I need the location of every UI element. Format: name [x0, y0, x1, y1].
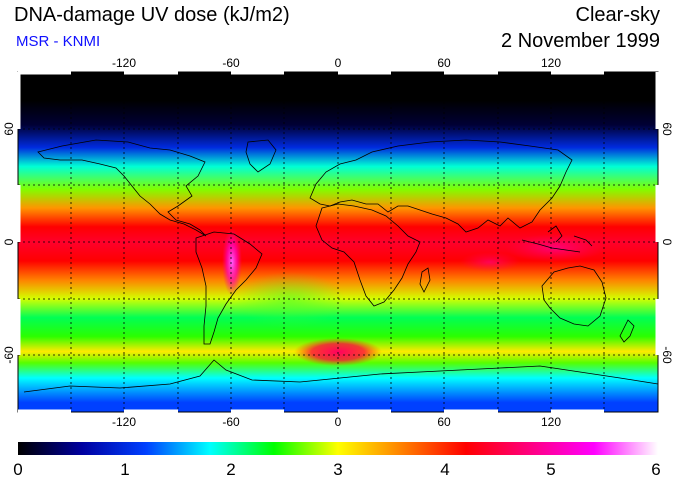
south-atlantic-green-tongue [235, 272, 345, 328]
coast-madagascar [419, 267, 431, 293]
lat-label-left: -60 [2, 346, 16, 364]
date-label: 2 November 1999 [501, 30, 660, 52]
colorbar [18, 442, 658, 455]
coast-north-america [37, 139, 207, 237]
coast-indonesia [521, 225, 593, 253]
map-title: DNA-damage UV dose (kJ/m2) [14, 4, 290, 26]
coast-africa [315, 203, 421, 307]
indian-ocean-hotspot [460, 252, 520, 272]
coast-new-zealand [619, 319, 635, 343]
lon-label-bottom: -120 [112, 415, 136, 429]
lon-label-bottom: 120 [541, 415, 561, 429]
colorbar-label: 1 [120, 460, 129, 479]
coast-eurasia [309, 139, 573, 233]
lon-label-top: 0 [335, 56, 342, 70]
lon-label-bottom: 60 [437, 415, 451, 429]
lat-label-right: 0 [660, 239, 674, 246]
lon-label-top: 120 [541, 56, 561, 70]
colorbar-label: 4 [440, 460, 449, 479]
colorbar-label: 5 [546, 460, 555, 479]
lat-label-right: 60 [660, 122, 674, 136]
frame-ticks [17, 71, 659, 413]
lat-label-right: -60 [660, 346, 674, 364]
lat-label-left: 60 [2, 122, 16, 136]
coast-south-america [195, 231, 263, 345]
colorbar-label: 0 [13, 460, 22, 479]
lon-label-bottom: -60 [222, 415, 240, 429]
colorbar-label: 6 [651, 460, 660, 479]
lon-label-bottom: 0 [335, 415, 342, 429]
graticule [18, 72, 658, 412]
coast-greenland [245, 139, 277, 173]
maritime-continent-hotspot [505, 234, 605, 262]
andes-hotspot [222, 228, 242, 296]
lat-label-left: 0 [2, 238, 16, 245]
lon-label-top: -120 [112, 56, 136, 70]
lon-label-top: 60 [437, 56, 451, 70]
coastlines [23, 139, 658, 393]
coast-australia [541, 265, 607, 327]
colorbar-label: 3 [333, 460, 342, 479]
lon-label-top: -60 [222, 56, 240, 70]
colorbar-label: 2 [226, 460, 235, 479]
sky-condition-label: Clear-sky [575, 4, 660, 26]
coast-antarctica [23, 359, 658, 393]
source-label: MSR - KNMI [16, 33, 101, 50]
